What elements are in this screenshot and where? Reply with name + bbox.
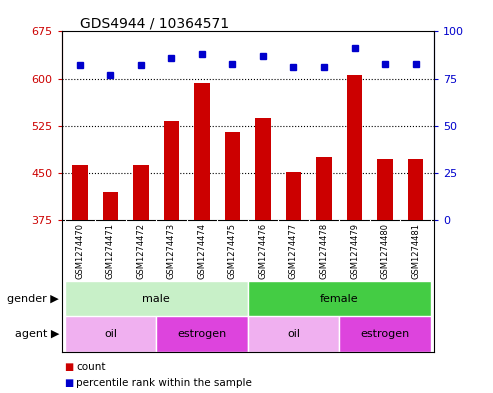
Text: GSM1274478: GSM1274478 xyxy=(319,222,328,279)
Bar xyxy=(225,132,240,220)
Text: gender ▶: gender ▶ xyxy=(7,294,59,304)
Text: GSM1274480: GSM1274480 xyxy=(381,222,389,279)
Bar xyxy=(65,281,248,316)
Text: GSM1274472: GSM1274472 xyxy=(137,222,145,279)
Text: GSM1274471: GSM1274471 xyxy=(106,222,115,279)
Bar xyxy=(317,157,332,220)
Bar xyxy=(286,172,301,220)
Text: GSM1274476: GSM1274476 xyxy=(258,222,268,279)
Text: GSM1274479: GSM1274479 xyxy=(350,222,359,279)
Bar xyxy=(378,159,392,220)
Text: GSM1274477: GSM1274477 xyxy=(289,222,298,279)
Bar xyxy=(65,316,156,352)
Text: ■: ■ xyxy=(64,362,73,373)
Bar xyxy=(347,75,362,220)
Text: estrogen: estrogen xyxy=(360,329,410,339)
Text: estrogen: estrogen xyxy=(177,329,227,339)
Bar xyxy=(255,118,271,220)
Bar xyxy=(247,316,339,352)
Bar xyxy=(72,165,88,220)
Bar xyxy=(164,121,179,220)
Text: GSM1274481: GSM1274481 xyxy=(411,222,420,279)
Bar xyxy=(408,159,423,220)
Text: female: female xyxy=(320,294,358,304)
Bar xyxy=(133,165,148,220)
Text: agent ▶: agent ▶ xyxy=(15,329,59,339)
Bar xyxy=(247,281,431,316)
Text: percentile rank within the sample: percentile rank within the sample xyxy=(76,378,252,388)
Text: GSM1274475: GSM1274475 xyxy=(228,222,237,279)
Text: GSM1274470: GSM1274470 xyxy=(75,222,84,279)
Text: count: count xyxy=(76,362,106,373)
Text: GDS4944 / 10364571: GDS4944 / 10364571 xyxy=(80,16,229,30)
Text: male: male xyxy=(142,294,170,304)
Bar xyxy=(194,83,210,220)
Text: ■: ■ xyxy=(64,378,73,388)
Text: GSM1274473: GSM1274473 xyxy=(167,222,176,279)
Bar xyxy=(103,192,118,220)
Bar xyxy=(339,316,431,352)
Text: GSM1274474: GSM1274474 xyxy=(198,222,207,279)
Text: oil: oil xyxy=(287,329,300,339)
Bar xyxy=(156,316,248,352)
Text: oil: oil xyxy=(104,329,117,339)
